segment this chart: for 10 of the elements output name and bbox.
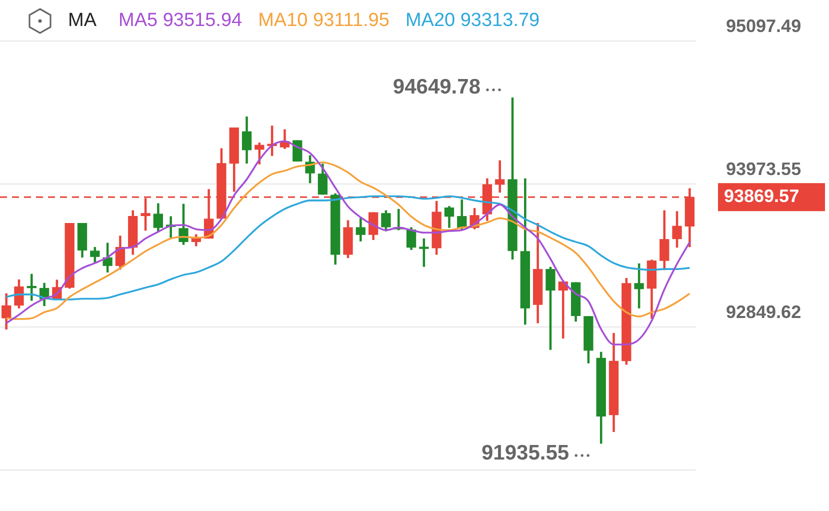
legend-title: MA bbox=[68, 10, 96, 32]
annotation: 94649.78 bbox=[392, 76, 481, 99]
annotation: 91935.55 bbox=[481, 441, 570, 464]
y-tick-label: 92849.62 bbox=[726, 302, 802, 322]
y-tick-label: 95097.49 bbox=[726, 16, 802, 36]
text: MA10 93111.95 bbox=[258, 10, 390, 32]
ref-line-label: 93869.57 bbox=[724, 186, 800, 206]
y-tick-label: 93973.55 bbox=[726, 158, 802, 179]
text: MA20 93313.79 bbox=[405, 10, 540, 32]
text: MA5 93515.94 bbox=[118, 10, 242, 32]
